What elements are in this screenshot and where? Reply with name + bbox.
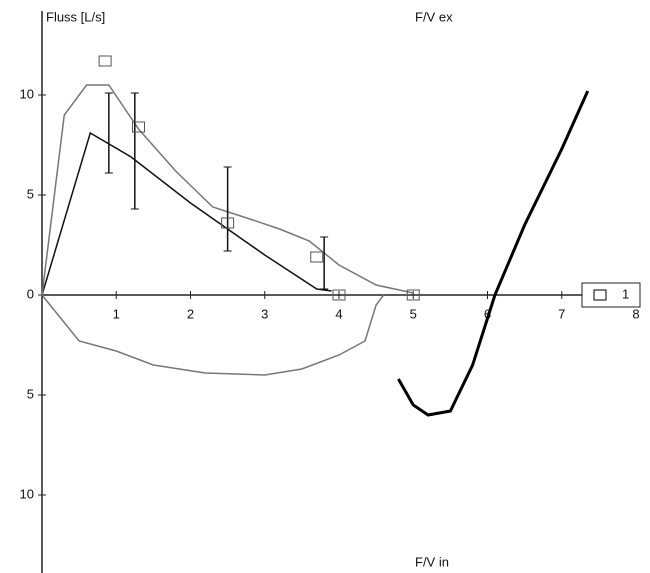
x-tick-label: 5: [410, 306, 417, 321]
x-tick-label: 7: [558, 306, 565, 321]
y-tick-label: 5: [27, 386, 34, 401]
marker: [132, 121, 146, 133]
y-tick-label: 5: [27, 186, 34, 201]
x-tick-label: 4: [335, 306, 342, 321]
series-line: [41, 84, 414, 296]
legend-label: 1: [622, 286, 629, 301]
y-tick-label: 10: [20, 486, 34, 501]
series-line: [397, 90, 590, 417]
marker: [221, 217, 235, 229]
marker: [332, 289, 346, 301]
legend-box: [581, 282, 641, 308]
y-tick-label: 10: [20, 86, 34, 101]
x-tick-label: 2: [187, 306, 194, 321]
marker: [98, 55, 112, 67]
x-tick-label: 1: [113, 306, 120, 321]
bottom-label: F/V in: [415, 554, 449, 569]
top-label: F/V ex: [415, 9, 453, 24]
legend-symbol: [593, 289, 607, 301]
x-tick-label: 8: [632, 306, 639, 321]
series-line: [41, 131, 332, 296]
marker: [310, 251, 324, 263]
y-tick-label: 0: [27, 286, 34, 301]
series-line: [41, 294, 385, 376]
y-axis-label: Fluss [L/s]: [46, 9, 105, 24]
x-tick-label: 3: [261, 306, 268, 321]
marker: [406, 289, 420, 301]
